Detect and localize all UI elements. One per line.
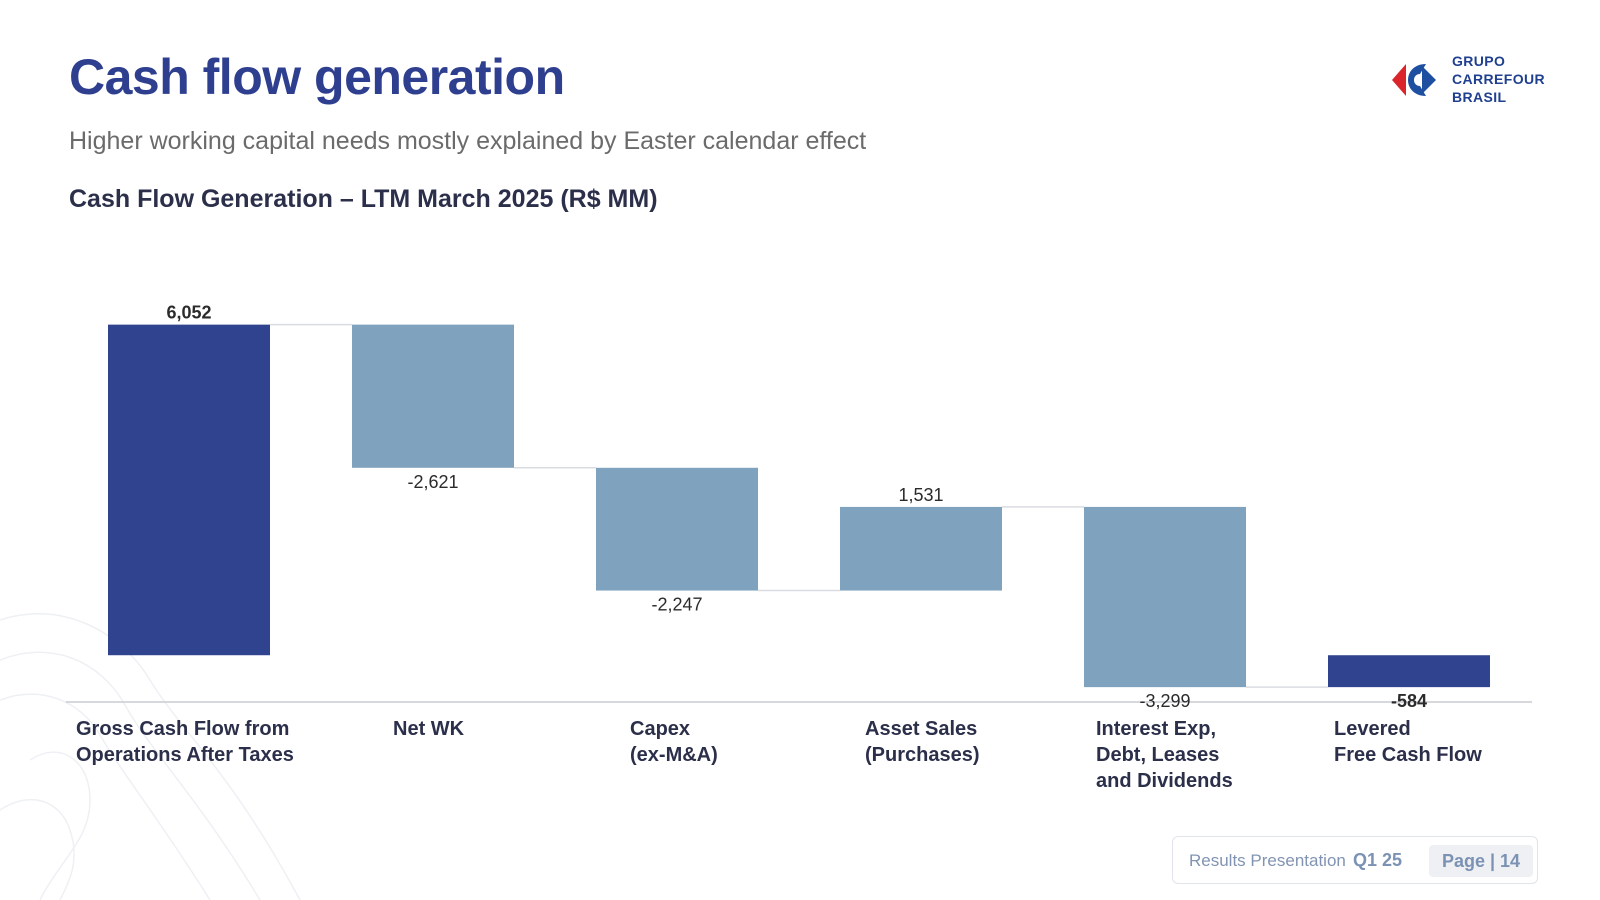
bar-1 (108, 324, 270, 656)
data-label-2: -2,621 (407, 472, 458, 492)
logo-line-1: GRUPO (1452, 53, 1506, 69)
carrefour-logo-icon (1392, 64, 1436, 96)
page-title: Cash flow generation (69, 49, 565, 105)
logo-line-2: CARREFOUR (1452, 71, 1546, 87)
page-number: Page | 14 (1429, 845, 1533, 877)
footer-label: Results Presentation (1189, 851, 1346, 870)
category-label-line: Interest Exp, (1096, 718, 1216, 740)
data-label-5: -3,299 (1139, 691, 1190, 711)
category-label-6: Levered Free Cash Flow (1334, 718, 1482, 766)
bar-3 (596, 467, 758, 591)
data-label-4: 1,531 (898, 485, 943, 505)
bar-4 (840, 506, 1002, 591)
logo-line-3: BRASIL (1452, 89, 1507, 105)
data-label-6: -584 (1391, 691, 1427, 711)
decorative-contour-lines (0, 612, 301, 900)
category-label-line: Net WK (393, 718, 465, 740)
footer-badge: Results Presentation Q1 25 Page | 14 (1172, 836, 1538, 884)
bar-5 (1084, 506, 1246, 688)
category-label-line: Capex (630, 718, 690, 740)
bar-6 (1328, 655, 1490, 688)
category-label-line: Gross Cash Flow from (76, 718, 289, 740)
bar-2 (352, 324, 514, 468)
category-label-line: (Purchases) (865, 744, 980, 766)
chart-heading: Cash Flow Generation – LTM March 2025 (R… (69, 185, 658, 213)
footer-period: Q1 25 (1353, 850, 1403, 870)
category-label-line: (ex-M&A) (630, 744, 718, 766)
category-label-line: Asset Sales (865, 718, 977, 740)
category-label-4: Asset Sales (Purchases) (865, 718, 980, 766)
category-label-line: Debt, Leases (1096, 744, 1219, 766)
category-label-3: Capex (ex-M&A) (630, 718, 718, 766)
category-label-5: Interest Exp, Debt, Leases and Dividends (1096, 718, 1233, 792)
category-label-line: Levered (1334, 718, 1411, 740)
carrefour-logo: GRUPO CARREFOUR BRASIL (1390, 52, 1550, 106)
category-label-line: Operations After Taxes (76, 744, 294, 766)
page-subtitle: Higher working capital needs mostly expl… (69, 127, 867, 155)
data-label-3: -2,247 (651, 595, 702, 615)
category-label-line: Free Cash Flow (1334, 744, 1482, 766)
logo-wordmark: GRUPO CARREFOUR BRASIL (1452, 52, 1545, 106)
data-label-1: 6,052 (166, 303, 211, 323)
category-label-2: Net WK (393, 718, 465, 740)
category-label-line: and Dividends (1096, 770, 1233, 792)
category-label-1: Gross Cash Flow from Operations After Tax… (76, 718, 294, 766)
